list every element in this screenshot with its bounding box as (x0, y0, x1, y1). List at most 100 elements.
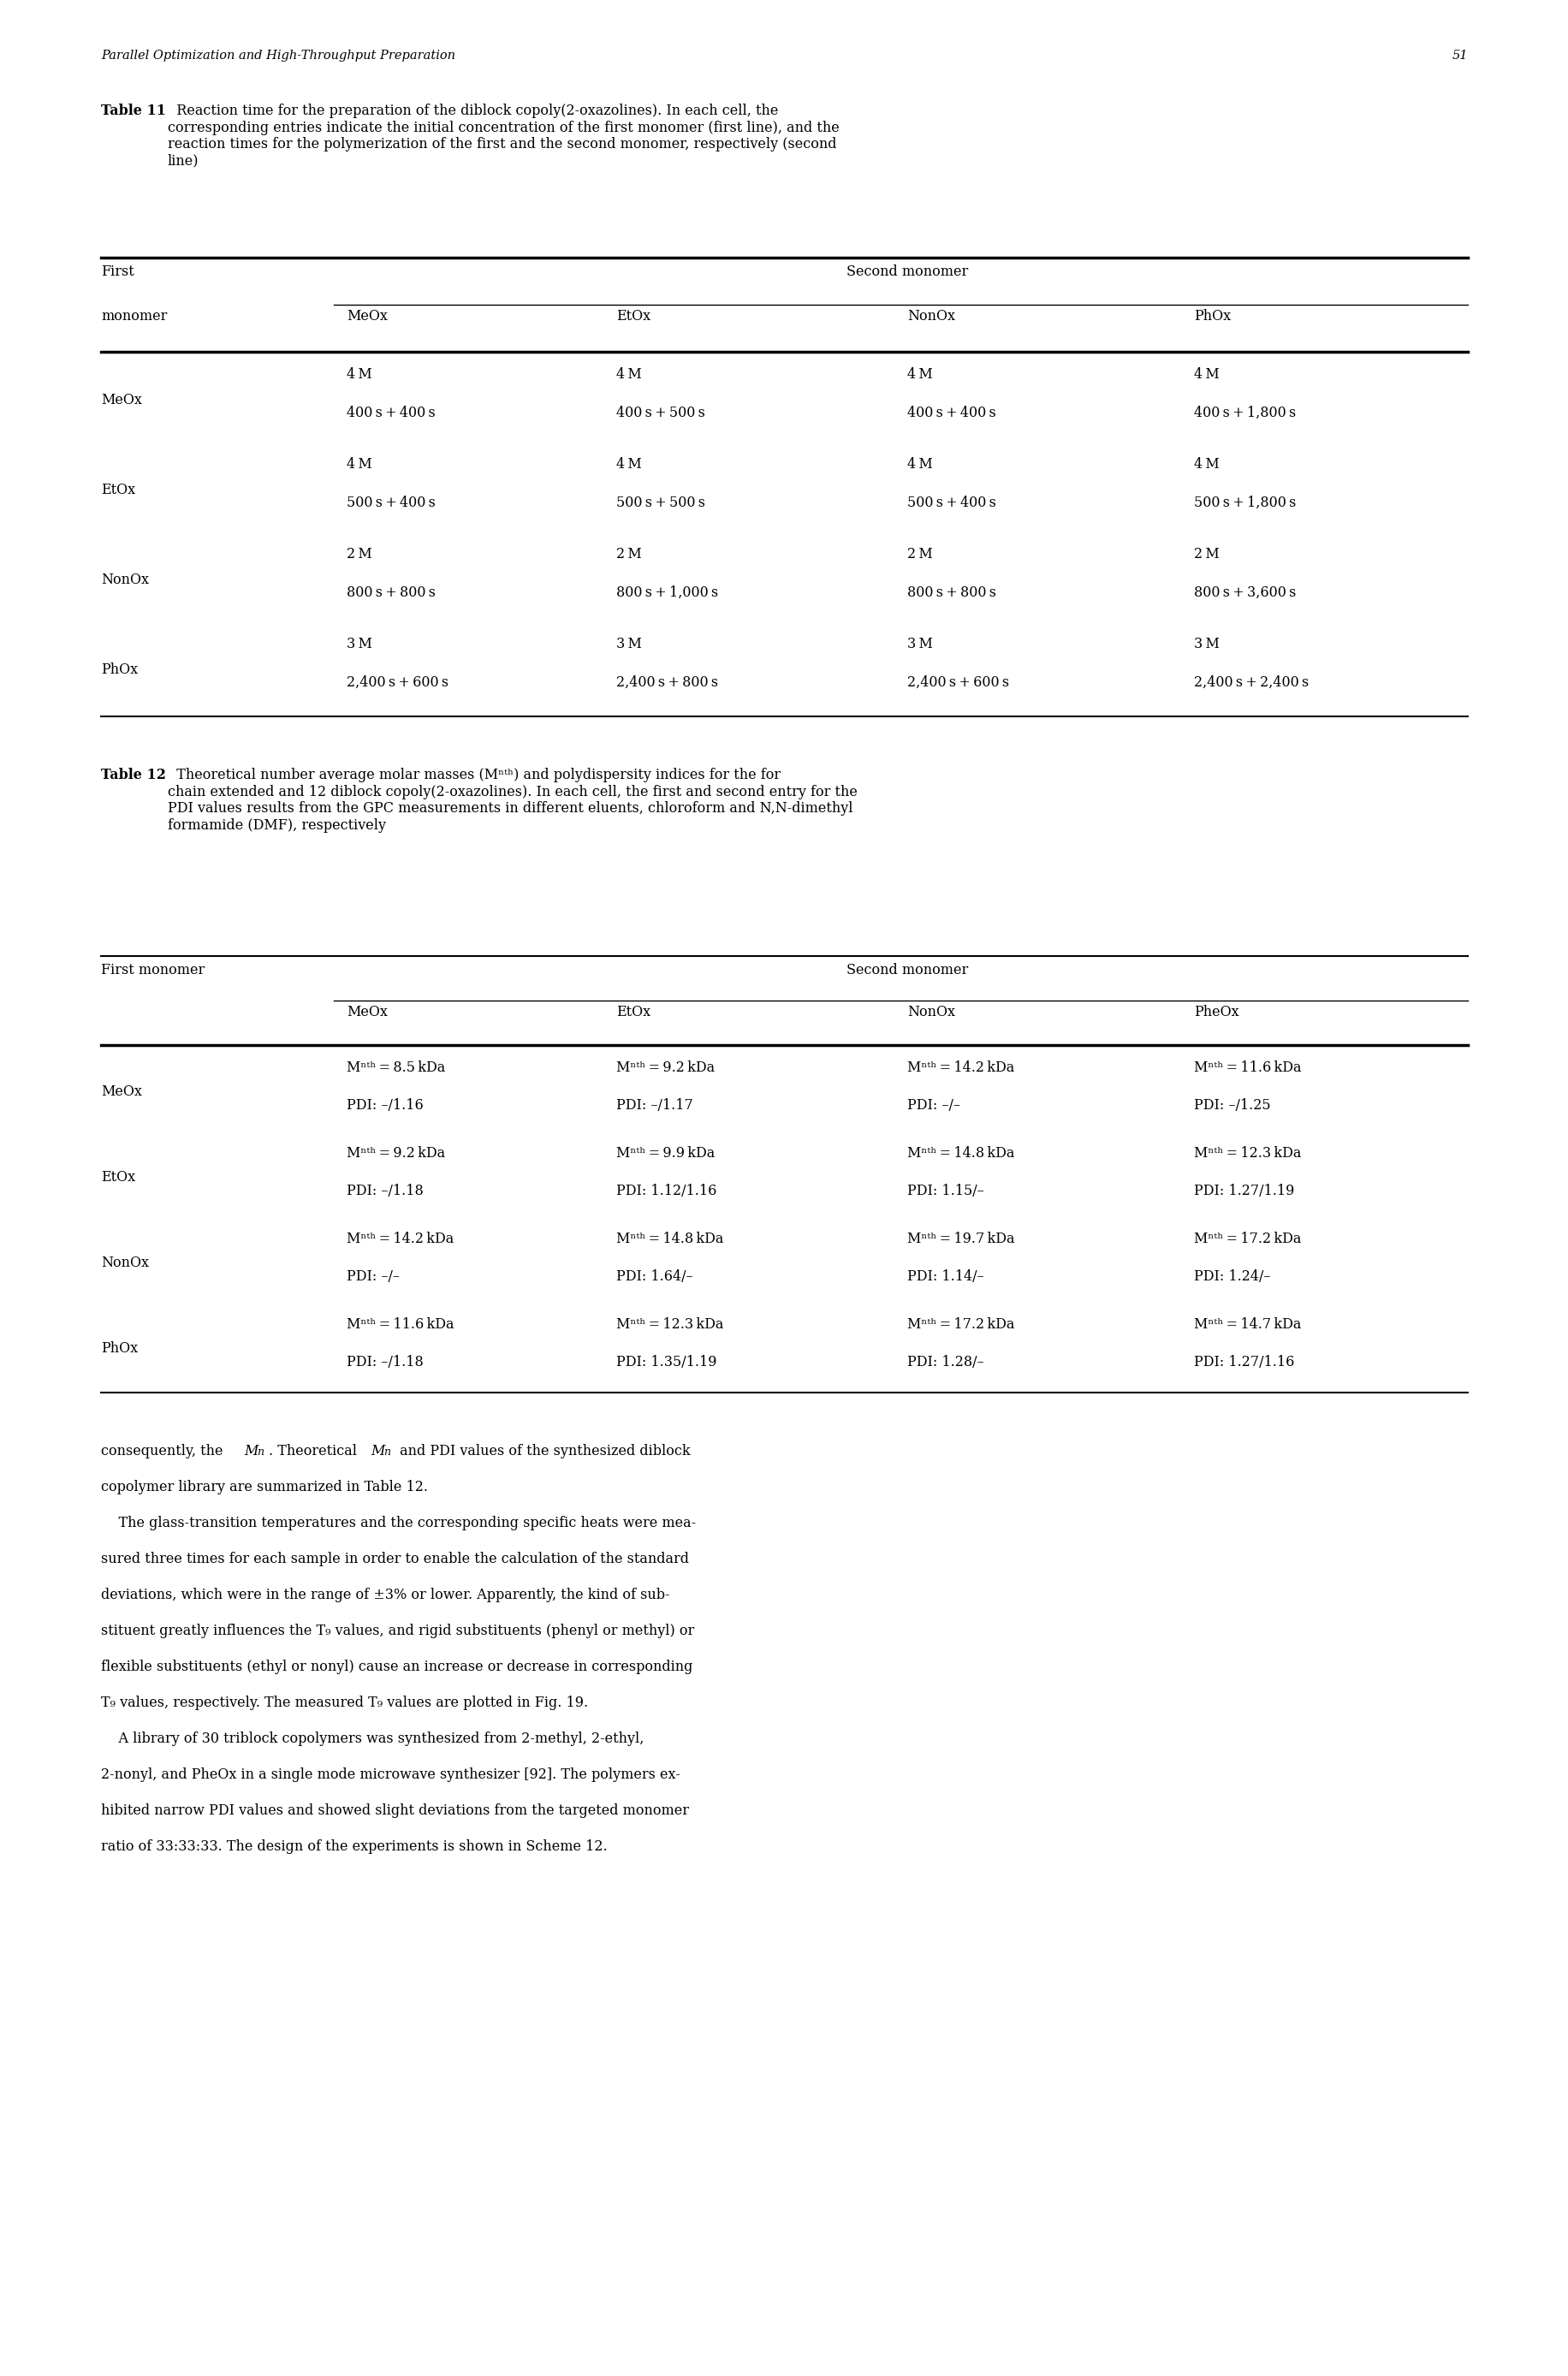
Text: Mⁿᵗʰ = 17.2 kDa: Mⁿᵗʰ = 17.2 kDa (906, 1316, 1014, 1333)
Text: 2 M: 2 M (1193, 546, 1218, 561)
Text: PDI: 1.28/–: PDI: 1.28/– (906, 1354, 983, 1369)
Text: n: n (257, 1447, 263, 1456)
Text: flexible substituents (ethyl or nonyl) cause an increase or decrease in correspo: flexible substituents (ethyl or nonyl) c… (100, 1658, 693, 1675)
Text: PDI: –/1.16: PDI: –/1.16 (347, 1098, 423, 1112)
Text: PhOx: PhOx (1193, 309, 1231, 323)
Text: Mⁿᵗʰ = 14.8 kDa: Mⁿᵗʰ = 14.8 kDa (906, 1145, 1014, 1159)
Text: monomer: monomer (100, 309, 168, 323)
Text: Parallel Optimization and High-Throughput Preparation: Parallel Optimization and High-Throughpu… (100, 50, 455, 62)
Text: Table 11: Table 11 (100, 105, 166, 119)
Text: First: First (100, 264, 135, 278)
Text: 2-nonyl, and PheOx in a single mode microwave synthesizer [92]. The polymers ex-: 2-nonyl, and PheOx in a single mode micr… (100, 1768, 681, 1782)
Text: PDI: 1.12/1.16: PDI: 1.12/1.16 (616, 1183, 717, 1198)
Text: 400 s + 400 s: 400 s + 400 s (347, 406, 436, 421)
Text: Table 12: Table 12 (100, 767, 166, 782)
Text: PhOx: PhOx (100, 663, 138, 677)
Text: 51: 51 (1452, 50, 1468, 62)
Text: Mⁿᵗʰ = 9.9 kDa: Mⁿᵗʰ = 9.9 kDa (616, 1145, 715, 1159)
Text: 2,400 s + 600 s: 2,400 s + 600 s (347, 675, 448, 689)
Text: Mⁿᵗʰ = 11.6 kDa: Mⁿᵗʰ = 11.6 kDa (1193, 1060, 1301, 1074)
Text: Mⁿᵗʰ = 14.2 kDa: Mⁿᵗʰ = 14.2 kDa (906, 1060, 1014, 1074)
Text: 800 s + 800 s: 800 s + 800 s (906, 584, 996, 601)
Text: EtOx: EtOx (616, 1005, 651, 1019)
Text: 500 s + 400 s: 500 s + 400 s (347, 497, 436, 511)
Text: Mⁿᵗʰ = 14.2 kDa: Mⁿᵗʰ = 14.2 kDa (347, 1231, 453, 1245)
Text: 4 M: 4 M (906, 456, 933, 470)
Text: 2,400 s + 2,400 s: 2,400 s + 2,400 s (1193, 675, 1308, 689)
Text: First monomer: First monomer (100, 962, 205, 977)
Text: 2 M: 2 M (906, 546, 933, 561)
Text: 500 s + 400 s: 500 s + 400 s (906, 497, 996, 511)
Text: 3 M: 3 M (906, 637, 933, 651)
Text: Mⁿᵗʰ = 19.7 kDa: Mⁿᵗʰ = 19.7 kDa (906, 1231, 1014, 1245)
Text: 2,400 s + 800 s: 2,400 s + 800 s (616, 675, 718, 689)
Text: Mⁿᵗʰ = 14.8 kDa: Mⁿᵗʰ = 14.8 kDa (616, 1231, 723, 1245)
Text: PDI: 1.64/–: PDI: 1.64/– (616, 1269, 693, 1283)
Text: NonOx: NonOx (906, 1005, 955, 1019)
Text: 3 M: 3 M (1193, 637, 1218, 651)
Text: EtOx: EtOx (100, 1169, 135, 1186)
Text: 500 s + 1,800 s: 500 s + 1,800 s (1193, 497, 1295, 511)
Text: PDI: –/–: PDI: –/– (906, 1098, 960, 1112)
Text: 2 M: 2 M (616, 546, 641, 561)
Text: 4 M: 4 M (1193, 456, 1218, 470)
Text: Mⁿᵗʰ = 17.2 kDa: Mⁿᵗʰ = 17.2 kDa (1193, 1231, 1300, 1245)
Text: A library of 30 triblock copolymers was synthesized from 2-methyl, 2-ethyl,: A library of 30 triblock copolymers was … (100, 1732, 643, 1746)
Text: Reaction time for the preparation of the diblock copoly(2-oxazolines). In each c: Reaction time for the preparation of the… (168, 105, 839, 169)
Text: . Theoretical: . Theoretical (268, 1445, 361, 1459)
Text: copolymer library are summarized in Table 12.: copolymer library are summarized in Tabl… (100, 1480, 428, 1495)
Text: 3 M: 3 M (347, 637, 372, 651)
Text: EtOx: EtOx (100, 482, 135, 497)
Text: PDI: –/–: PDI: –/– (347, 1269, 400, 1283)
Text: NonOx: NonOx (906, 309, 955, 323)
Text: EtOx: EtOx (616, 309, 651, 323)
Text: PDI: 1.15/–: PDI: 1.15/– (906, 1183, 983, 1198)
Text: MeOx: MeOx (100, 1083, 141, 1100)
Text: 3 M: 3 M (616, 637, 641, 651)
Text: 400 s + 1,800 s: 400 s + 1,800 s (1193, 406, 1295, 421)
Text: MeOx: MeOx (347, 309, 387, 323)
Text: M: M (370, 1445, 384, 1459)
Text: Second monomer: Second monomer (845, 962, 967, 977)
Text: MeOx: MeOx (347, 1005, 387, 1019)
Text: n: n (383, 1447, 390, 1456)
Text: 4 M: 4 M (1193, 368, 1218, 383)
Text: 4 M: 4 M (906, 368, 933, 383)
Text: PDI: –/1.18: PDI: –/1.18 (347, 1183, 423, 1198)
Text: stituent greatly influences the T₉ values, and rigid substituents (phenyl or met: stituent greatly influences the T₉ value… (100, 1623, 695, 1637)
Text: Mⁿᵗʰ = 9.2 kDa: Mⁿᵗʰ = 9.2 kDa (616, 1060, 715, 1074)
Text: 4 M: 4 M (616, 368, 641, 383)
Text: ratio of 33:33:33. The design of the experiments is shown in Scheme 12.: ratio of 33:33:33. The design of the exp… (100, 1839, 607, 1853)
Text: Theoretical number average molar masses (Mⁿᵗʰ) and polydispersity indices for th: Theoretical number average molar masses … (168, 767, 858, 832)
Text: Second monomer: Second monomer (845, 264, 967, 278)
Text: T₉ values, respectively. The measured T₉ values are plotted in Fig. 19.: T₉ values, respectively. The measured T₉… (100, 1696, 588, 1711)
Text: MeOx: MeOx (100, 392, 141, 406)
Text: PDI: 1.24/–: PDI: 1.24/– (1193, 1269, 1270, 1283)
Text: 500 s + 500 s: 500 s + 500 s (616, 497, 706, 511)
Text: NonOx: NonOx (100, 573, 149, 587)
Text: Mⁿᵗʰ = 12.3 kDa: Mⁿᵗʰ = 12.3 kDa (616, 1316, 723, 1333)
Text: Mⁿᵗʰ = 11.6 kDa: Mⁿᵗʰ = 11.6 kDa (347, 1316, 453, 1333)
Text: PDI: –/1.25: PDI: –/1.25 (1193, 1098, 1270, 1112)
Text: PDI: –/1.17: PDI: –/1.17 (616, 1098, 693, 1112)
Text: 4 M: 4 M (347, 456, 372, 470)
Text: hibited narrow PDI values and showed slight deviations from the targeted monomer: hibited narrow PDI values and showed sli… (100, 1803, 688, 1818)
Text: 400 s + 400 s: 400 s + 400 s (906, 406, 996, 421)
Text: 800 s + 800 s: 800 s + 800 s (347, 584, 436, 601)
Text: and PDI values of the synthesized diblock: and PDI values of the synthesized dibloc… (395, 1445, 690, 1459)
Text: 2,400 s + 600 s: 2,400 s + 600 s (906, 675, 1008, 689)
Text: NonOx: NonOx (100, 1255, 149, 1271)
Text: PhOx: PhOx (100, 1340, 138, 1357)
Text: 800 s + 3,600 s: 800 s + 3,600 s (1193, 584, 1295, 601)
Text: 400 s + 500 s: 400 s + 500 s (616, 406, 704, 421)
Text: PDI: 1.27/1.16: PDI: 1.27/1.16 (1193, 1354, 1294, 1369)
Text: PDI: 1.27/1.19: PDI: 1.27/1.19 (1193, 1183, 1294, 1198)
Text: Mⁿᵗʰ = 12.3 kDa: Mⁿᵗʰ = 12.3 kDa (1193, 1145, 1300, 1159)
Text: PDI: –/1.18: PDI: –/1.18 (347, 1354, 423, 1369)
Text: 800 s + 1,000 s: 800 s + 1,000 s (616, 584, 718, 601)
Text: 4 M: 4 M (347, 368, 372, 383)
Text: 4 M: 4 M (616, 456, 641, 470)
Text: PheOx: PheOx (1193, 1005, 1239, 1019)
Text: Mⁿᵗʰ = 8.5 kDa: Mⁿᵗʰ = 8.5 kDa (347, 1060, 445, 1074)
Text: deviations, which were in the range of ±3% or lower. Apparently, the kind of sub: deviations, which were in the range of ±… (100, 1587, 670, 1601)
